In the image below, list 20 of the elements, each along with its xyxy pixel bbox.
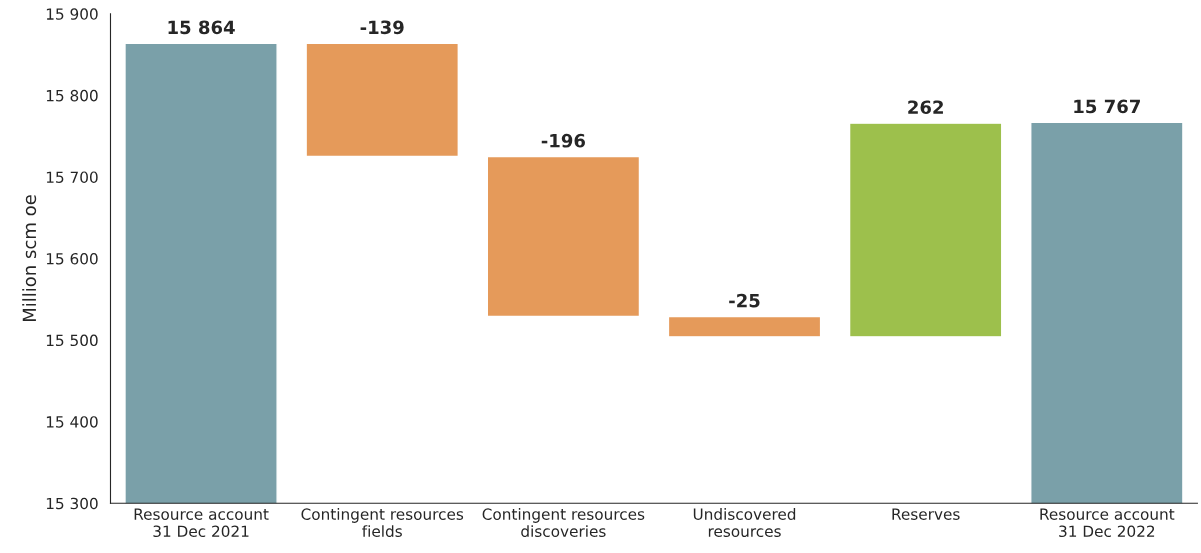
x-tick-label: Contingent resources discoveries: [482, 508, 645, 538]
y-tick-label: 15 700: [46, 171, 98, 183]
y-axis-title: Million scm oe: [22, 195, 37, 322]
y-tick-label: 15 900: [46, 8, 98, 20]
data-label: -196: [541, 133, 585, 148]
y-tick-label: 15 800: [46, 89, 98, 102]
data-label: -139: [360, 20, 404, 35]
y-tick-label: 15 300: [46, 497, 98, 510]
y-tick-label: 15 600: [46, 252, 98, 265]
x-tick-label: Undiscovered resources: [693, 508, 796, 538]
x-tick-label: Contingent resources fields: [301, 508, 464, 538]
x-tick-label: Resource account 31 Dec 2021: [134, 508, 269, 538]
x-tick-label: Resource account 31 Dec 2022: [1040, 508, 1175, 538]
data-label: 262: [908, 100, 943, 115]
y-tick-label: 15 500: [46, 334, 98, 347]
data-label: 15 767: [1074, 99, 1140, 114]
y-tick-label: 15 400: [46, 416, 98, 428]
data-label: 15 864: [168, 20, 235, 35]
data-label: -25: [729, 293, 760, 308]
x-tick-label: Reserves: [892, 508, 960, 520]
